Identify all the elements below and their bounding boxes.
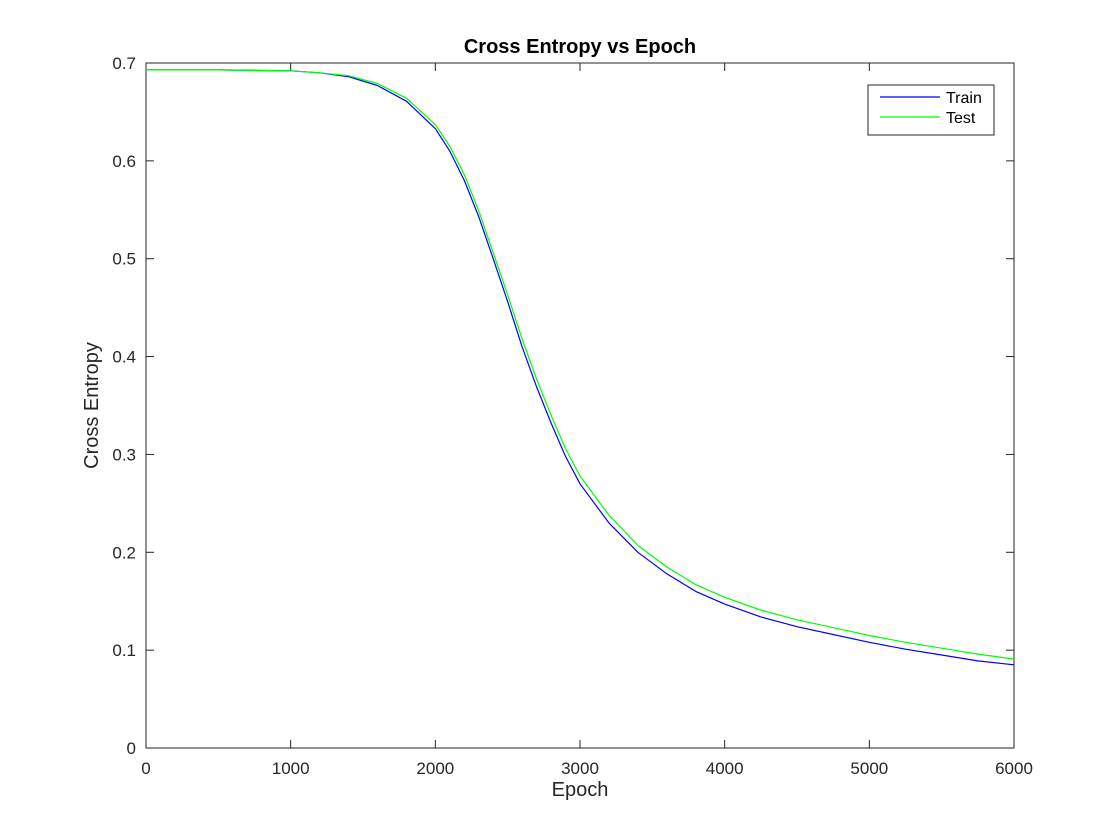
- x-axis-label: Epoch: [552, 779, 609, 801]
- series-line-test: [146, 69, 1015, 660]
- y-tick-label: 0.6: [112, 152, 136, 171]
- y-tick-label: 0.2: [112, 543, 136, 562]
- series-lines: [146, 69, 1015, 666]
- x-tick-label: 0: [141, 759, 150, 778]
- series-line-train: [146, 69, 1015, 666]
- axis-ticks: 0 1000 2000 3000 4000 5000 6000 0 0.1 0.2 0.3 0.4 0.…: [112, 54, 1033, 778]
- x-tick-label: 4000: [706, 759, 744, 778]
- x-tick-label: 6000: [995, 759, 1033, 778]
- legend-label-test: Test: [946, 110, 976, 127]
- y-tick-label: 0.4: [112, 348, 136, 367]
- y-tick-label: 0.1: [112, 641, 136, 660]
- y-tick-label: 0.3: [112, 445, 136, 464]
- legend-box: [867, 84, 995, 136]
- y-axis-label: Cross Entropy: [81, 342, 103, 469]
- chart-title: Cross Entropy vs Epoch: [464, 36, 696, 58]
- x-tick-label: 3000: [561, 759, 599, 778]
- legend-label-train: Train: [946, 90, 982, 107]
- x-tick-label: 1000: [272, 759, 310, 778]
- y-tick-label: 0.7: [112, 54, 136, 73]
- x-tick-label: 5000: [850, 759, 888, 778]
- y-tick-label: 0.5: [112, 250, 136, 269]
- x-tick-label: 2000: [416, 759, 454, 778]
- legend: Train Test: [867, 84, 995, 136]
- y-tick-label: 0: [127, 739, 136, 758]
- plot-area: [145, 62, 1015, 749]
